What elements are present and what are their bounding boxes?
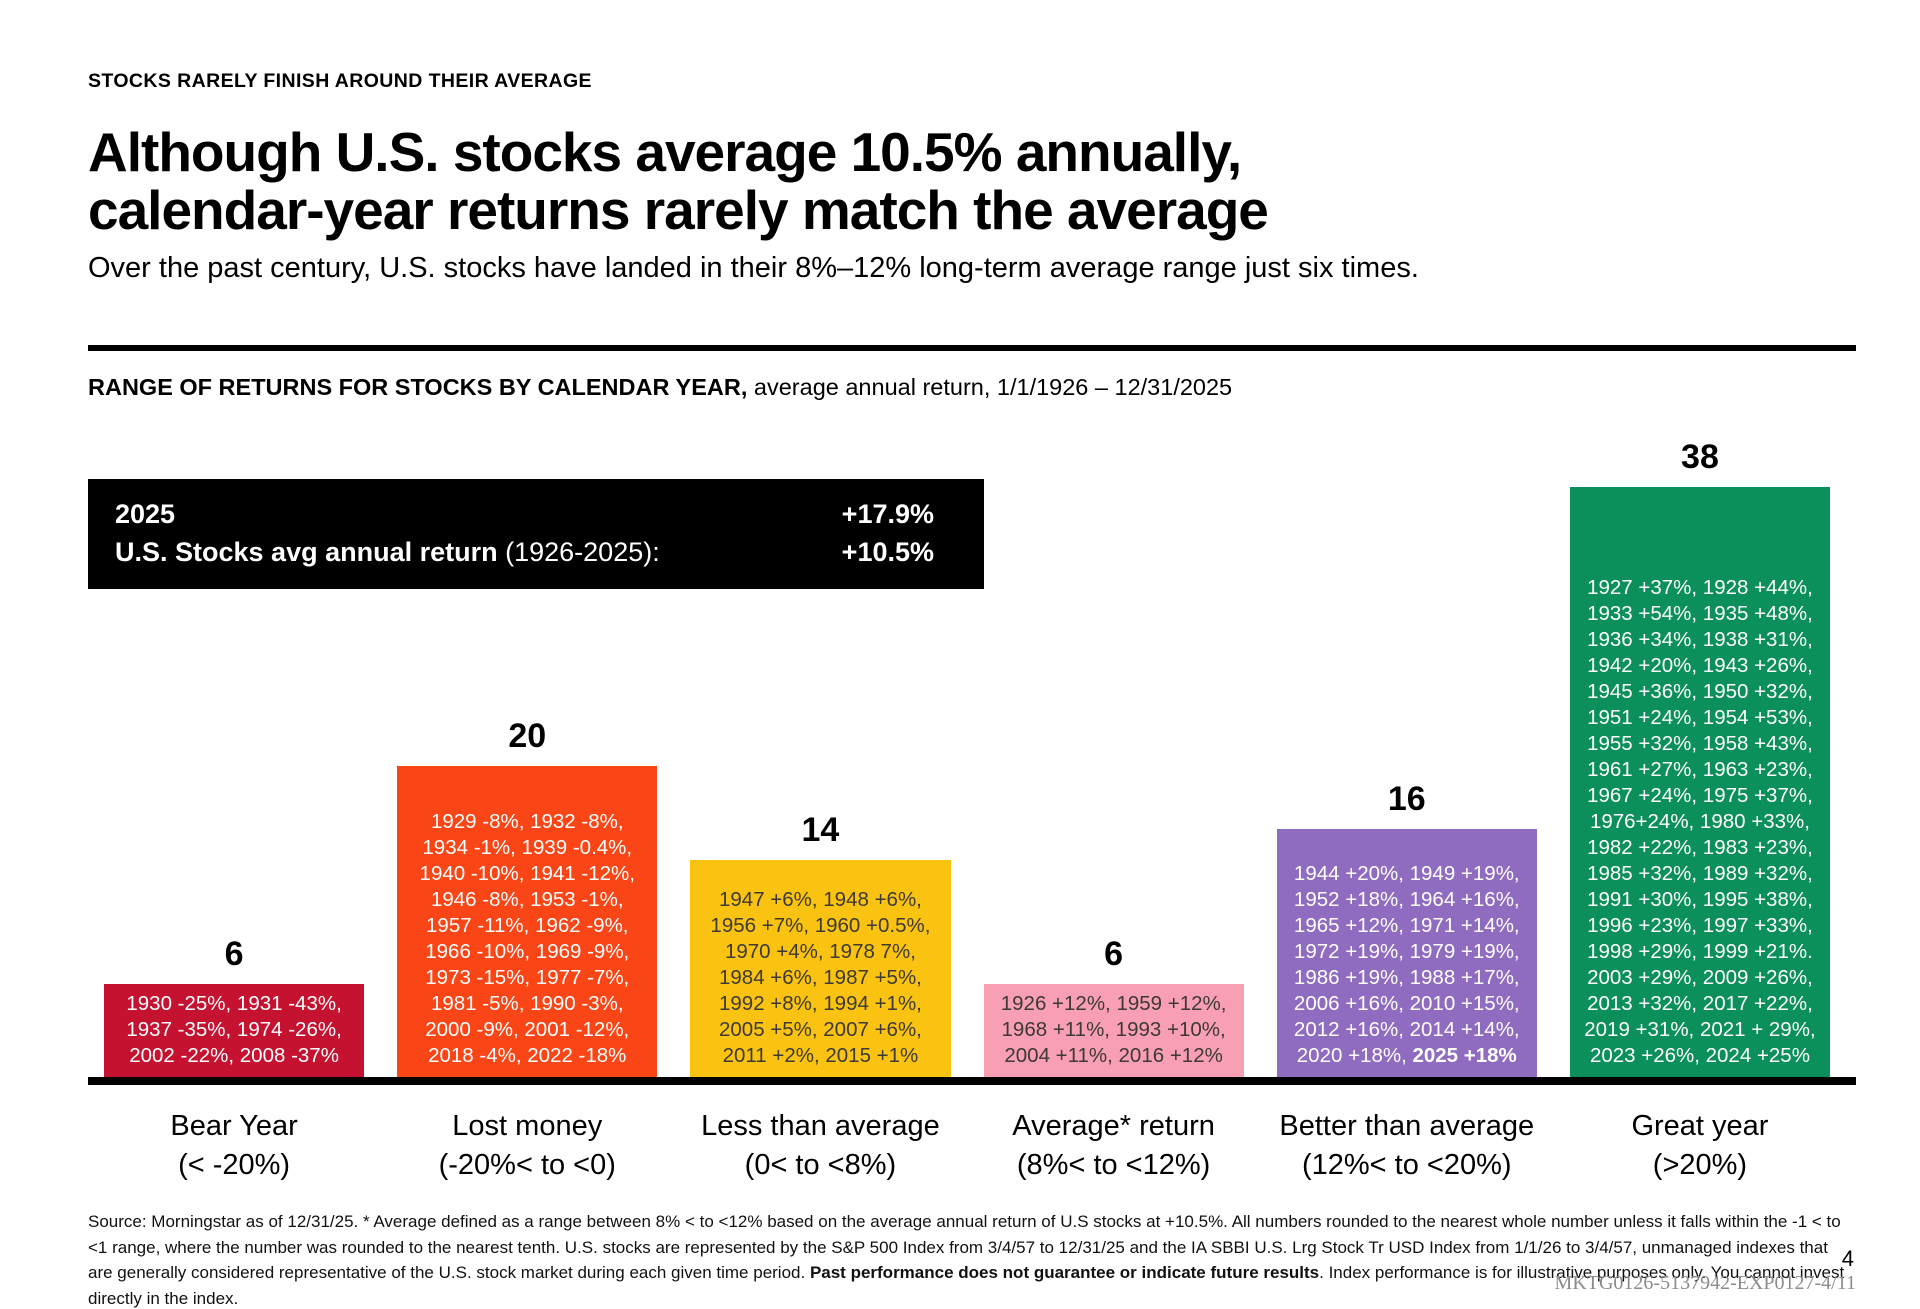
eyebrow-heading: STOCKS RARELY FINISH AROUND THEIR AVERAG…: [88, 70, 592, 92]
bar-years-text: 1947 +6%, 1948 +6%, 1956 +7%, 1960 +0.5%…: [710, 888, 931, 1067]
bar-chart: 2025 +17.9% U.S. Stocks avg annual retur…: [88, 425, 1856, 1077]
info-row-average-label: U.S. Stocks avg annual return (1926-2025…: [115, 533, 660, 571]
subtitle: Over the past century, U.S. stocks have …: [88, 252, 1419, 284]
category-label-great-year: Great year (>20%): [1570, 1107, 1830, 1185]
page-number: 4: [1841, 1246, 1854, 1271]
bar-lost-money: 1929 -8%, 1932 -8%, 1934 -1%, 1939 -0.4%…: [397, 766, 658, 1077]
page-title: Although U.S. stocks average 10.5% annua…: [88, 123, 1856, 239]
footnote-text: Source: Morningstar as of 12/31/25. * Av…: [88, 1212, 1841, 1282]
divider-rule: [88, 345, 1856, 351]
bar-count: 14: [801, 811, 840, 849]
category-range: (12%< to <20%): [1301, 1149, 1512, 1181]
info-row-2025-label: 2025: [115, 499, 176, 529]
category-range: (0< to <8%): [744, 1149, 897, 1181]
bar-count: 6: [224, 935, 244, 973]
info-avg-label-regular: (1926-2025):: [497, 537, 660, 567]
category-label-bear-year: Bear Year (< -20%): [104, 1107, 364, 1185]
category-label-average-return: Average* return (8%< to <12%): [984, 1107, 1244, 1185]
bar-years-list: 1929 -8%, 1932 -8%, 1934 -1%, 1939 -0.4%…: [401, 809, 653, 1069]
bar-bear-year: 1930 -25%, 1931 -43%, 1937 -35%, 1974 -2…: [104, 984, 365, 1077]
category-name: Average* return: [1012, 1110, 1215, 1142]
bar-less-than-average: 1947 +6%, 1948 +6%, 1956 +7%, 1960 +0.5%…: [690, 860, 951, 1077]
bar-years-list: 1927 +37%, 1928 +44%, 1933 +54%, 1935 +4…: [1574, 575, 1826, 1069]
bar-column-better-than-average: 16 1944 +20%, 1949 +19%, 1952 +18%, 1964…: [1276, 779, 1537, 1077]
bar-count: 16: [1387, 780, 1426, 818]
bar-column-less-than-average: 14 1947 +6%, 1948 +6%, 1956 +7%, 1960 +0…: [690, 810, 951, 1077]
info-row-average: U.S. Stocks avg annual return (1926-2025…: [115, 533, 934, 571]
info-row-2025: 2025 +17.9%: [115, 495, 934, 533]
bar-column-lost-money: 20 1929 -8%, 1932 -8%, 1934 -1%, 1939 -0…: [397, 716, 658, 1077]
footer-meta: 4 MKTG0126-5137942-EXP0127-4/11: [1555, 1247, 1856, 1295]
bar-count: 6: [1104, 935, 1124, 973]
title-line-2: calendar-year returns rarely match the a…: [88, 179, 1269, 241]
title-line-1: Although U.S. stocks average 10.5% annua…: [88, 121, 1242, 183]
bar-count: 20: [508, 717, 547, 755]
info-row-2025-value: +17.9%: [841, 499, 934, 529]
bar-years-text: 1944 +20%, 1949 +19%, 1952 +18%, 1964 +1…: [1293, 862, 1520, 1067]
category-name: Less than average: [701, 1110, 940, 1142]
bar-years-text: 1929 -8%, 1932 -8%, 1934 -1%, 1939 -0.4%…: [419, 810, 635, 1067]
category-name: Great year: [1631, 1110, 1769, 1142]
category-range: (< -20%): [178, 1149, 291, 1181]
category-name: Bear Year: [170, 1110, 298, 1142]
chart-title: RANGE OF RETURNS FOR STOCKS BY CALENDAR …: [88, 373, 1856, 401]
category-name: Better than average: [1279, 1110, 1535, 1142]
bar-column-bear-year: 6 1930 -25%, 1931 -43%, 1937 -35%, 1974 …: [104, 934, 365, 1077]
footnote-disclaimer-bold: Past performance does not guarantee or i…: [809, 1263, 1320, 1282]
x-axis-line: [88, 1077, 1856, 1085]
category-range: (8%< to <12%): [1016, 1149, 1211, 1181]
category-label-better-than-average: Better than average (12%< to <20%): [1277, 1107, 1537, 1185]
chart-title-bold: RANGE OF RETURNS FOR STOCKS BY CALENDAR …: [88, 374, 748, 400]
bar-average-return: 1926 +12%, 1959 +12%, 1968 +11%, 1993 +1…: [983, 984, 1244, 1077]
category-range: (-20%< to <0): [438, 1149, 616, 1181]
bar-great-year: 1927 +37%, 1928 +44%, 1933 +54%, 1935 +4…: [1569, 487, 1831, 1077]
bars-row: 6 1930 -25%, 1931 -43%, 1937 -35%, 1974 …: [104, 437, 1831, 1077]
bar-column-average-return: 6 1926 +12%, 1959 +12%, 1968 +11%, 1993 …: [983, 934, 1244, 1077]
source-footnote: Source: Morningstar as of 12/31/25. * Av…: [88, 1209, 1856, 1309]
bar-years-text: 1927 +37%, 1928 +44%, 1933 +54%, 1935 +4…: [1584, 576, 1816, 1067]
bar-better-than-average: 1944 +20%, 1949 +19%, 1952 +18%, 1964 +1…: [1276, 829, 1537, 1077]
category-range: (>20%): [1652, 1149, 1748, 1181]
chart-title-regular: average annual return, 1/1/1926 – 12/31/…: [747, 374, 1233, 400]
footnote-text: . Index performance is for illustrative …: [88, 1263, 1845, 1308]
category-name: Lost money: [452, 1110, 603, 1142]
bar-years-bold: 2025 +18%: [1412, 1044, 1517, 1067]
document-code: MKTG0126-5137942-EXP0127-4/11: [1554, 1272, 1856, 1294]
bar-years-list: 1947 +6%, 1948 +6%, 1956 +7%, 1960 +0.5%…: [694, 887, 946, 1069]
category-label-lost-money: Lost money (-20%< to <0): [397, 1107, 657, 1185]
bar-years-list: 1930 -25%, 1931 -43%, 1937 -35%, 1974 -2…: [108, 991, 360, 1069]
bar-column-great-year: 38 1927 +37%, 1928 +44%, 1933 +54%, 1935…: [1569, 437, 1831, 1077]
info-box: 2025 +17.9% U.S. Stocks avg annual retur…: [88, 479, 984, 589]
info-row-average-value: +10.5%: [841, 537, 934, 567]
bar-count: 38: [1681, 438, 1719, 476]
info-avg-label-bold: U.S. Stocks avg annual return: [115, 537, 498, 567]
bar-years-text: 1926 +12%, 1959 +12%, 1968 +11%, 1993 +1…: [1000, 992, 1227, 1067]
bar-years-list: 1926 +12%, 1959 +12%, 1968 +11%, 1993 +1…: [988, 991, 1240, 1069]
bar-years-text: 1930 -25%, 1931 -43%, 1937 -35%, 1974 -2…: [126, 992, 342, 1067]
category-labels-row: Bear Year (< -20%) Lost money (-20%< to <0…: [88, 1085, 1856, 1185]
category-label-less-than-average: Less than average (0< to <8%): [690, 1107, 950, 1185]
bar-years-list: 1944 +20%, 1949 +19%, 1952 +18%, 1964 +1…: [1281, 861, 1533, 1069]
